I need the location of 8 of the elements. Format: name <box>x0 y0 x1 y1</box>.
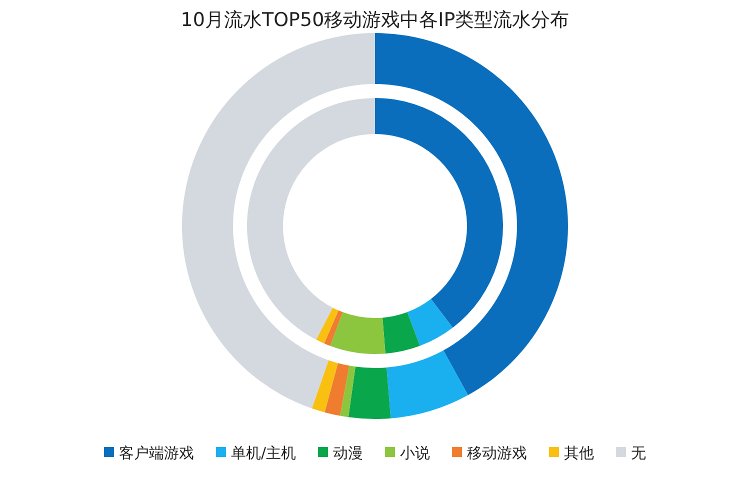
legend-label: 单机/主机 <box>230 444 296 462</box>
legend-label: 移动游戏 <box>467 444 528 462</box>
legend-label: 客户端游戏 <box>118 444 194 462</box>
legend-label: 其他 <box>564 444 594 462</box>
legend-label: 小说 <box>400 444 430 462</box>
legend-label: 动漫 <box>333 444 364 462</box>
legend-label: 无 <box>631 444 646 462</box>
title: 10月流水TOP50移动游戏中各IP类型流水分布 <box>180 9 570 31</box>
